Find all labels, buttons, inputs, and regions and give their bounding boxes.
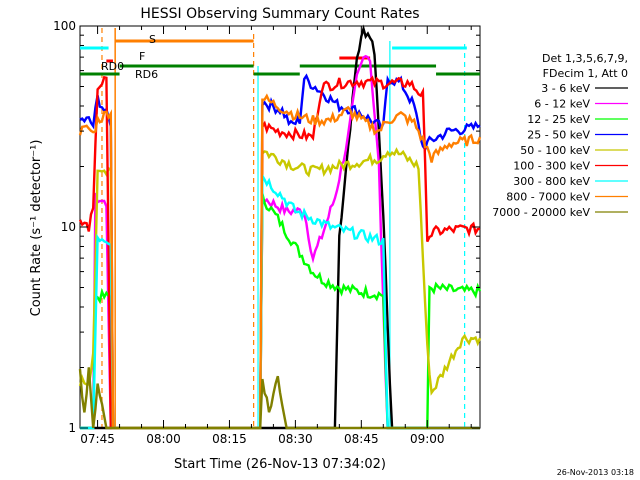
background-marks	[80, 28, 480, 428]
x-axis-label: Start Time (26-Nov-13 07:34:02)	[174, 457, 386, 472]
x-tick-label: 08:30	[278, 432, 313, 446]
series-line-7	[78, 93, 482, 430]
y-tick-label: 10	[61, 220, 76, 234]
series-line-3	[79, 73, 481, 430]
legend-label-8: 7000 - 20000 keV	[492, 206, 590, 219]
legend-header-line-2: FDecim 1, Att 0	[543, 67, 628, 80]
ticks-layer: 1 10 100 07:45 08:00 08:15 08:30 08:45 09:00	[53, 19, 480, 446]
flags-layer: S F RD0 RD6	[101, 33, 158, 81]
legend-label-7: 800 - 7000 keV	[506, 191, 590, 204]
flag-label-s: S	[149, 33, 156, 46]
x-tick-label: 08:15	[212, 432, 247, 446]
legend-label-1: 6 - 12 keV	[534, 98, 590, 111]
legend-label-5: 100 - 300 keV	[513, 160, 590, 173]
flag-label-rd6: RD6	[135, 68, 158, 81]
legend-label-2: 12 - 25 keV	[527, 113, 590, 126]
series-line-8	[78, 367, 480, 430]
legend-label-3: 25 - 50 keV	[527, 129, 590, 142]
y-axis-label: Count Rate (s⁻¹ detector⁻¹)	[29, 140, 44, 317]
legend-label-4: 50 - 100 keV	[520, 144, 590, 157]
series-line-0	[80, 24, 480, 430]
plot-frame	[79, 25, 481, 429]
x-tick-label: 08:00	[146, 432, 181, 446]
y-tick-label: 1	[68, 421, 76, 435]
footer-timestamp: 26-Nov-2013 03:18	[557, 468, 634, 477]
series-layer	[78, 24, 482, 430]
chart-title: HESSI Observing Summary Count Rates	[140, 6, 419, 22]
flag-label-f: F	[139, 50, 145, 63]
flag-label-rd0: RD0	[101, 60, 124, 73]
legend-items: 3 - 6 keV 6 - 12 keV 12 - 25 keV 25 - 50 ke…	[492, 82, 628, 219]
plot-area: 1 10 100 07:45 08:00 08:15 08:30 08:45 09:00	[53, 19, 482, 446]
y-tick-label: 100	[53, 19, 76, 33]
legend-header-line-1: Det 1,3,5,6,7,9,	[542, 52, 628, 65]
legend-label-6: 300 - 800 keV	[513, 175, 590, 188]
x-tick-label: 07:45	[80, 432, 115, 446]
legend-label-0: 3 - 6 keV	[541, 82, 590, 95]
x-tick-label: 09:00	[410, 432, 445, 446]
legend: Det 1,3,5,6,7,9, FDecim 1, Att 0 3 - 6 k…	[492, 52, 628, 219]
x-tick-label: 08:45	[344, 432, 379, 446]
